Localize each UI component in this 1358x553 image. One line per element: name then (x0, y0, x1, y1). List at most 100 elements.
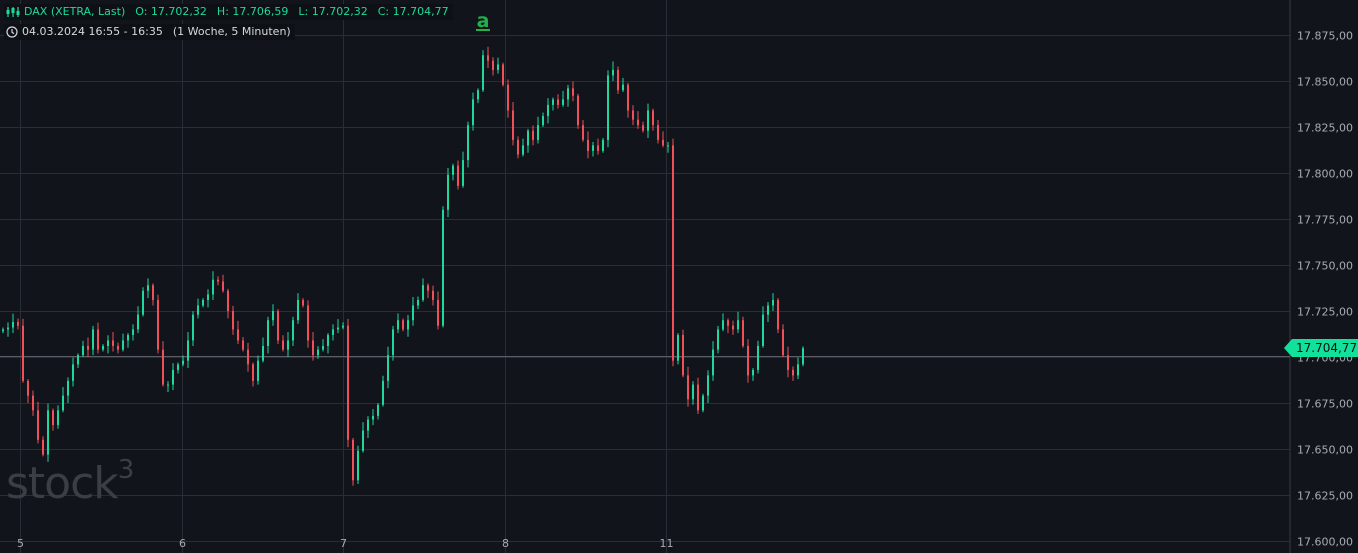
candle-up (612, 69, 614, 76)
candle-down (507, 84, 509, 111)
candle-up (467, 125, 469, 161)
candle-up (702, 395, 704, 411)
date-range: 04.03.2024 16:55 - 16:35 (22, 25, 163, 38)
candle-down (572, 88, 574, 96)
candle-up (212, 279, 214, 295)
candle-down (42, 439, 44, 455)
candle-up (67, 380, 69, 396)
candle-up (137, 314, 139, 330)
candle-up (567, 88, 569, 100)
candle-down (732, 325, 734, 330)
candle-up (187, 340, 189, 361)
candle-up (357, 450, 359, 481)
candle-up (737, 320, 739, 330)
candle-down (97, 329, 99, 350)
candle-down (307, 305, 309, 341)
candle-down (17, 322, 19, 326)
candle-up (717, 329, 719, 350)
candle-down (402, 320, 404, 330)
candle-down (597, 145, 599, 151)
candle-down (582, 125, 584, 140)
candle-up (802, 348, 804, 365)
candle-down (347, 325, 349, 440)
candle-up (417, 299, 419, 306)
candle-up (272, 311, 274, 321)
candle-down (227, 290, 229, 311)
candle-down (87, 345, 89, 350)
candle-up (92, 329, 94, 350)
candle-up (692, 384, 694, 400)
low-value: L: 17.702,32 (298, 5, 368, 18)
candle-up (447, 174, 449, 210)
candle-up (667, 145, 669, 147)
price-tick-label: 17.825,00 (1297, 122, 1353, 135)
candle-down (237, 329, 239, 341)
candle-down (792, 369, 794, 376)
candle-up (197, 305, 199, 315)
candle-up (372, 415, 374, 420)
candle-up (332, 329, 334, 335)
candle-up (47, 410, 49, 455)
candle-down (782, 329, 784, 356)
candle-up (292, 320, 294, 341)
candle-up (322, 345, 324, 350)
candle-up (122, 340, 124, 350)
candle-up (257, 360, 259, 381)
candle-down (427, 285, 429, 291)
candle-up (722, 320, 724, 330)
price-tick-label: 17.650,00 (1297, 444, 1353, 457)
candle-down (617, 69, 619, 91)
close-value: C: 17.704,77 (377, 5, 449, 18)
candle-up (102, 345, 104, 350)
candle-up (327, 334, 329, 346)
period-label[interactable]: (1 Woche, 5 Minuten) (172, 25, 291, 38)
candle-up (442, 209, 444, 326)
candle-down (302, 299, 304, 306)
price-tick-label: 17.850,00 (1297, 76, 1353, 89)
candle-down (682, 334, 684, 376)
candle-down (492, 60, 494, 70)
price-axis[interactable]: 17.600,00 17.625,00 17.650,00 17.675,00 17.7… (1297, 30, 1353, 549)
candle-up (412, 305, 414, 321)
candle-up (362, 430, 364, 451)
candle-down (32, 395, 34, 411)
candle-up (147, 285, 149, 291)
candle-down (277, 311, 279, 341)
candle-down (22, 325, 24, 381)
candle-up (622, 84, 624, 91)
event-marker[interactable]: a (476, 10, 490, 32)
candle-down (217, 279, 219, 282)
candle-up (527, 130, 529, 146)
candle-up (607, 75, 609, 140)
candle-up (472, 99, 474, 126)
candle-up (392, 329, 394, 356)
candle-up (767, 305, 769, 315)
candle-down (747, 345, 749, 376)
candle-up (562, 99, 564, 105)
candle-up (797, 364, 799, 376)
price-tick-label: 17.875,00 (1297, 30, 1353, 43)
time-axis[interactable]: 5 6 7 8 11 (17, 537, 674, 550)
candle-down (37, 410, 39, 440)
symbol-name: DAX (XETRA, Last) (24, 5, 126, 18)
price-tick-label: 17.750,00 (1297, 260, 1353, 273)
candle-up (522, 145, 524, 155)
candle-down (627, 84, 629, 111)
price-tick-label: 17.600,00 (1297, 536, 1353, 549)
candle-up (477, 90, 479, 100)
candle-down (742, 320, 744, 346)
price-tick-label: 17.725,00 (1297, 306, 1353, 319)
candle-up (462, 160, 464, 186)
candle-up (207, 294, 209, 300)
candle-up (72, 364, 74, 381)
candle-down (152, 285, 154, 300)
candle-down (27, 380, 29, 396)
candle-up (77, 355, 79, 365)
marker-label[interactable]: a (477, 10, 490, 32)
candle-up (132, 329, 134, 335)
candle-down (687, 375, 689, 400)
candle-up (127, 334, 129, 341)
candle-up (712, 349, 714, 376)
candle-down (517, 139, 519, 155)
